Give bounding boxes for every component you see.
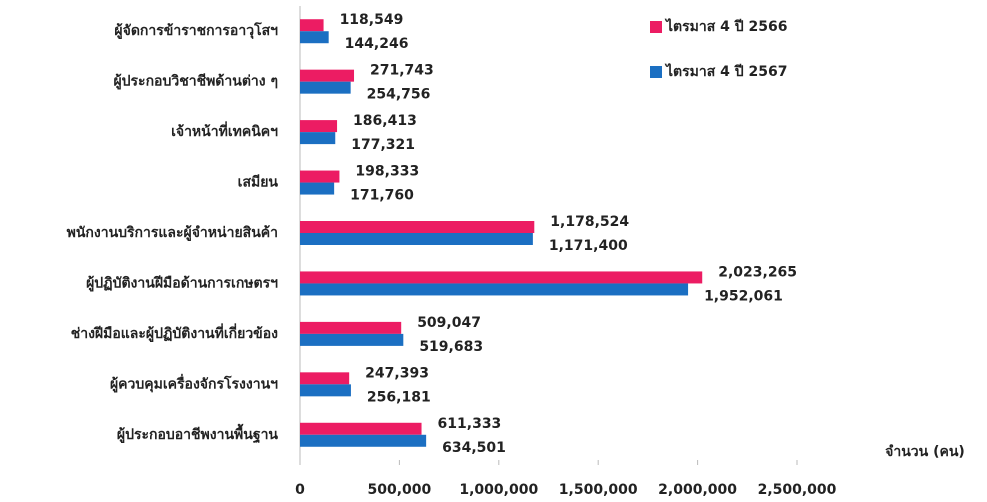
bar [300,372,350,385]
y-tick-label: ช่างฝีมือและผู้ปฏิบัติงานที่เกี่ยวข้อง [71,323,278,342]
data-label: 198,333 [355,164,419,180]
legend-label: ไตรมาส 4 ปี 2567 [664,62,788,80]
bar [300,271,703,284]
x-tick-label: 1,000,000 [459,482,538,498]
bar [300,233,533,245]
bar [300,170,340,183]
bar [300,283,689,296]
legend-swatch [650,66,662,78]
data-label: 1,952,061 [704,288,783,304]
bar [300,221,535,233]
data-label: 271,743 [370,63,434,79]
x-tick-label: 0 [295,482,305,498]
legend-swatch [650,21,662,33]
bar [300,69,355,82]
y-tick-label: เสมียน [238,175,279,191]
data-label: 634,501 [442,440,506,456]
bar [300,132,336,145]
data-label: 247,393 [365,365,429,381]
data-label: 256,181 [367,389,431,405]
x-tick-label: 500,000 [368,482,432,498]
bar [300,31,329,44]
bar [300,333,404,346]
data-label: 519,683 [419,339,483,355]
data-label: 1,178,524 [550,214,629,230]
y-tick-label: พนักงานบริการและผู้จำหน่ายสินค้า [67,225,278,241]
x-tick-label: 2,000,000 [658,482,737,498]
data-label: 254,756 [367,87,431,103]
data-label: 611,333 [438,416,502,432]
data-label: 509,047 [417,315,481,331]
bar [300,182,335,195]
y-tick-label: เจ้าหน้าที่เทคนิคฯ [171,121,278,140]
bar [300,422,422,435]
bar [300,321,402,334]
bar [300,434,427,447]
data-label: 1,171,400 [549,238,628,254]
x-axis-title: จำนวน (คน) [885,444,965,460]
data-label: 144,246 [345,36,409,52]
bar [300,384,351,397]
y-tick-label: ผู้ควบคุมเครื่องจักรโรงงานฯ [110,373,278,392]
data-label: 2,023,265 [718,264,797,280]
data-label: 186,413 [353,113,417,129]
x-tick-label: 2,500,000 [758,482,837,498]
bar [300,81,351,94]
data-label: 171,760 [350,188,414,204]
bar [300,19,324,32]
x-tick-label: 1,500,000 [559,482,638,498]
y-tick-label: ผู้ปฏิบัติงานฝีมือด้านการเกษตรฯ [86,275,278,291]
y-tick-label: ผู้ประกอบอาชีพงานพื้นฐาน [117,423,279,444]
y-tick-label: ผู้จัดการข้าราชการอาวุโสฯ [114,21,278,39]
legend-label: ไตรมาส 4 ปี 2566 [664,17,788,35]
data-label: 177,321 [351,137,415,153]
y-tick-label: ผู้ประกอบวิชาชีพด้านต่าง ๆ [113,74,278,90]
bar [300,120,338,133]
data-label: 118,549 [340,12,404,28]
